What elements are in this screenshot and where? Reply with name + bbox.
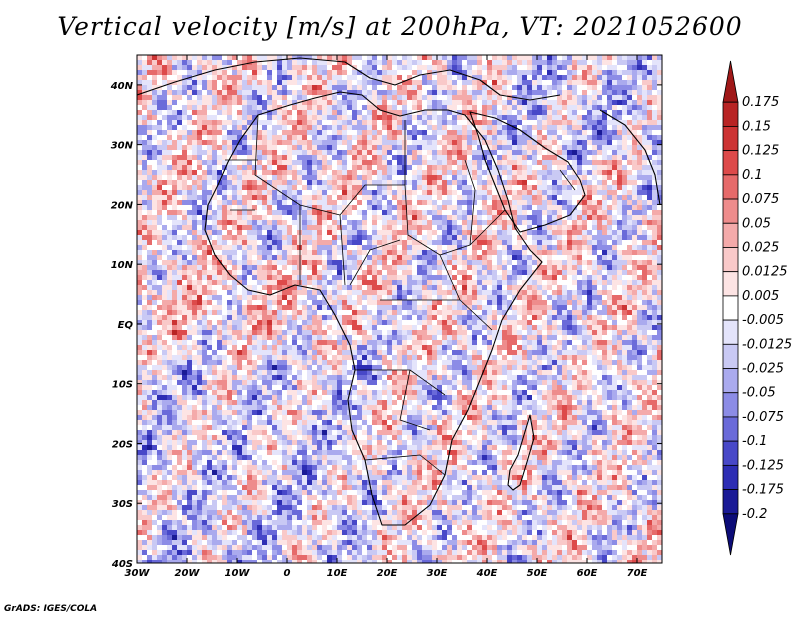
colorbar-swatch	[722, 513, 739, 556]
lon-tick-label: 20E	[377, 568, 398, 579]
lat-tick-label: 30N	[111, 141, 134, 152]
colorbar-swatch	[722, 319, 739, 345]
colorbar-label: 0.05	[742, 216, 771, 231]
colorbar-label: -0.175	[742, 483, 784, 498]
lat-tick-label: 40N	[110, 81, 134, 92]
colorbar-swatch	[722, 150, 739, 176]
colorbar-swatch	[722, 489, 739, 515]
lon-tick-label: 30E	[427, 568, 448, 579]
colorbar: 0.175 0.15 0.125 0.1 0.075 0.05 0.025 0.0125 0.0…	[722, 60, 792, 556]
europe-coastline	[137, 57, 561, 101]
lon-tick-label: 70E	[627, 568, 648, 579]
axis-tick-labels: 30W 20W 10W 0 10E 20E 30E 40E 50E 60E 70E 40N 30N 20N…	[110, 81, 648, 579]
africa-coastline	[204, 91, 543, 526]
colorbar-swatch	[722, 126, 739, 152]
colorbar-label: 0.025	[742, 240, 779, 255]
colorbar-label: 0.075	[742, 192, 779, 207]
colorbar-swatch	[722, 440, 739, 466]
lat-tick-label: 40S	[111, 559, 133, 570]
madagascar-coastline	[507, 414, 535, 491]
colorbar-swatch	[722, 198, 739, 224]
colorbar-swatch	[722, 101, 739, 127]
colorbar-label: -0.2	[742, 507, 767, 522]
lat-tick-label: 30S	[112, 499, 133, 510]
lat-tick-label: 10N	[111, 260, 134, 271]
colorbar-label: 0.175	[742, 95, 779, 110]
colorbar-swatch	[722, 174, 739, 200]
colorbar-swatch	[722, 271, 739, 297]
lon-tick-label: 30W	[125, 568, 151, 579]
colorbar-label: -0.005	[742, 313, 784, 328]
colorbar-label: -0.075	[742, 410, 784, 425]
lon-tick-label: 20W	[175, 568, 201, 579]
colorbar-swatch	[722, 368, 739, 394]
colorbar-label: -0.0125	[742, 337, 792, 352]
vertical-velocity-field	[137, 55, 662, 563]
credit-text: GrADS: IGES/COLA	[4, 604, 98, 614]
lon-tick-label: 10E	[327, 568, 348, 579]
arabia-coastline	[469, 111, 586, 233]
colorbar-label: 0.125	[742, 144, 779, 159]
lat-tick-label: 20N	[111, 200, 134, 211]
lat-tick-label: 20S	[112, 439, 133, 450]
lon-tick-label: 60E	[577, 568, 598, 579]
colorbar-swatch	[722, 416, 739, 442]
colorbar-label: 0.005	[742, 289, 779, 304]
india-coastline	[599, 109, 661, 206]
colorbar-swatch	[722, 222, 739, 248]
colorbar-label: -0.025	[742, 362, 784, 377]
colorbar-swatch	[722, 247, 739, 273]
colorbar-swatch	[722, 295, 739, 321]
colorbar-swatch	[722, 343, 739, 369]
map-frame	[136, 54, 663, 564]
lat-tick-label: EQ	[118, 320, 134, 331]
colorbar-swatch	[722, 392, 739, 418]
axis-ticks	[136, 55, 662, 564]
colorbar-swatch	[722, 464, 739, 490]
lon-tick-label: 40E	[476, 568, 498, 579]
colorbar-label: -0.125	[742, 458, 784, 473]
lon-tick-label: 0	[284, 568, 291, 579]
map-title: Vertical velocity [m/s] at 200hPa, VT: 2…	[57, 12, 743, 41]
lon-tick-label: 10W	[225, 568, 251, 579]
colorbar-label: -0.1	[742, 434, 767, 449]
colorbar-label: 0.15	[742, 119, 771, 134]
colorbar-label: 0.1	[742, 168, 763, 183]
internal-boundaries	[225, 114, 576, 476]
colorbar-swatch	[722, 60, 739, 103]
colorbar-label: -0.05	[742, 386, 776, 401]
country-boundaries	[137, 57, 661, 526]
lon-tick-label: 50E	[527, 568, 548, 579]
colorbar-label: 0.0125	[742, 265, 788, 280]
lat-tick-label: 10S	[112, 380, 133, 391]
